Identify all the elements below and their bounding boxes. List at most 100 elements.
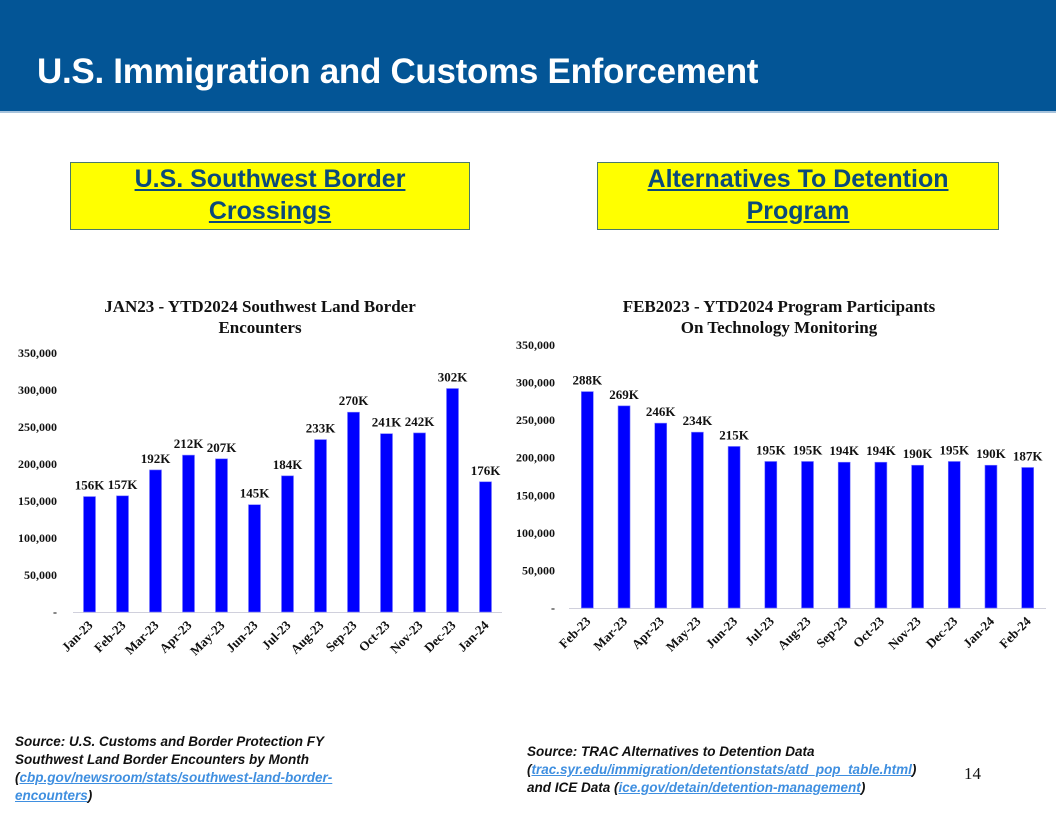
data-label: 215K xyxy=(719,427,750,442)
x-tick-label: Oct-23 xyxy=(355,617,393,655)
source-text: ) xyxy=(860,780,866,795)
data-label: 184K xyxy=(273,457,304,472)
y-tick-label: 150,000 xyxy=(516,488,555,502)
source-text: and ICE Data ( xyxy=(527,780,619,795)
bar[interactable] xyxy=(874,461,888,609)
source-text: ) xyxy=(911,762,917,777)
bar[interactable] xyxy=(413,432,426,613)
bar[interactable] xyxy=(380,433,393,613)
data-label: 190K xyxy=(976,446,1007,461)
data-label: 192K xyxy=(141,451,172,466)
data-label: 288K xyxy=(573,373,604,388)
x-tick-label: Oct-23 xyxy=(850,613,888,651)
data-label: 194K xyxy=(866,443,897,458)
data-label: 157K xyxy=(108,477,139,492)
source-link-ice[interactable]: ice.gov/detain/detention-management xyxy=(618,780,861,795)
bar[interactable] xyxy=(215,458,228,613)
bar[interactable] xyxy=(764,461,778,609)
callout-line: Crossings xyxy=(208,197,332,225)
data-label: 241K xyxy=(372,415,403,430)
bar[interactable] xyxy=(654,422,668,609)
bar[interactable] xyxy=(617,405,631,609)
y-tick-label: 300,000 xyxy=(18,383,57,397)
bar[interactable] xyxy=(347,411,360,613)
chart-title: Encounters xyxy=(218,318,302,337)
y-tick-label: 200,000 xyxy=(516,451,555,465)
x-tick-label: Mar-23 xyxy=(122,617,162,657)
bar[interactable] xyxy=(1021,467,1034,609)
data-label: 195K xyxy=(939,442,970,457)
callout-southwest-border[interactable]: U.S. Southwest Border Crossings xyxy=(70,162,470,230)
data-label: 190K xyxy=(903,446,934,461)
bar[interactable] xyxy=(479,481,492,613)
y-tick-label: - xyxy=(53,605,57,619)
data-label: 270K xyxy=(339,393,370,408)
data-label: 156K xyxy=(75,478,106,493)
y-tick-label: 200,000 xyxy=(18,457,57,471)
chart-title: On Technology Monitoring xyxy=(681,318,878,337)
bar[interactable] xyxy=(911,464,924,609)
chart-title: JAN23 - YTD2024 Southwest Land Border xyxy=(104,297,416,316)
x-tick-label: May-23 xyxy=(663,613,704,654)
source-text: Source: U.S. Customs and Border Protecti… xyxy=(15,734,324,785)
data-label: 145K xyxy=(240,486,271,501)
x-tick-label: Jun-23 xyxy=(703,613,741,651)
x-tick-label: Jul-23 xyxy=(742,613,777,648)
data-label: 194K xyxy=(829,443,860,458)
bar[interactable] xyxy=(281,475,294,613)
page-title: U.S. Immigration and Customs Enforcement xyxy=(37,52,759,91)
data-label: 187K xyxy=(1013,448,1044,463)
bar[interactable] xyxy=(581,391,594,609)
source-text: ( xyxy=(527,762,532,777)
data-label: 233K xyxy=(306,421,337,436)
x-tick-label: Dec-23 xyxy=(421,617,459,655)
bar[interactable] xyxy=(801,461,814,609)
bar[interactable] xyxy=(984,464,998,609)
x-tick-label: Nov-23 xyxy=(885,613,924,652)
x-tick-label: Feb-23 xyxy=(556,613,594,651)
bar[interactable] xyxy=(314,439,327,613)
x-tick-label: May-23 xyxy=(187,617,228,658)
callout-line: Program xyxy=(746,197,850,225)
x-tick-label: Sep-23 xyxy=(813,613,851,651)
bar[interactable] xyxy=(691,431,704,609)
bar[interactable] xyxy=(116,495,129,613)
y-tick-label: 150,000 xyxy=(18,494,57,508)
y-tick-label: 350,000 xyxy=(18,346,57,360)
x-tick-label: Mar-23 xyxy=(590,613,630,653)
data-label: 246K xyxy=(646,404,677,419)
bar[interactable] xyxy=(446,388,459,613)
y-tick-label: 250,000 xyxy=(18,420,57,434)
x-tick-label: Dec-23 xyxy=(923,613,961,651)
bar[interactable] xyxy=(947,461,961,609)
source-note-left: Source: U.S. Customs and Border Protecti… xyxy=(15,733,375,805)
x-tick-label: Jan-24 xyxy=(960,613,998,651)
x-tick-label: Jan-24 xyxy=(454,617,492,655)
callout-line: Alternatives To Detention xyxy=(647,165,949,193)
data-label: 176K xyxy=(471,463,502,478)
bar[interactable] xyxy=(83,496,96,613)
y-tick-label: 300,000 xyxy=(516,376,555,390)
data-label: 195K xyxy=(793,442,824,457)
data-label: 195K xyxy=(756,442,787,457)
x-tick-label: Jun-23 xyxy=(223,617,261,655)
x-tick-label: Apr-23 xyxy=(628,613,667,652)
y-tick-label: 50,000 xyxy=(24,568,57,582)
source-text: ) xyxy=(87,788,93,803)
source-note-right: Source: TRAC Alternatives to Detention D… xyxy=(527,743,967,797)
y-tick-label: 50,000 xyxy=(522,563,555,577)
y-tick-label: 350,000 xyxy=(516,338,555,352)
source-link-cbp[interactable]: cbp.gov/newsroom/stats/southwest-land-bo… xyxy=(15,770,333,803)
bar[interactable] xyxy=(182,454,195,613)
data-label: 207K xyxy=(207,440,238,455)
y-tick-label: 100,000 xyxy=(18,531,57,545)
bar[interactable] xyxy=(149,469,162,613)
y-tick-label: - xyxy=(551,601,555,615)
bar[interactable] xyxy=(248,504,261,613)
x-tick-label: Nov-23 xyxy=(387,617,426,656)
callout-atd-program[interactable]: Alternatives To Detention Program xyxy=(597,162,999,230)
bar[interactable] xyxy=(727,446,741,609)
source-link-trac[interactable]: trac.syr.edu/immigration/detentionstats/… xyxy=(531,762,912,777)
data-label: 242K xyxy=(405,414,436,429)
bar[interactable] xyxy=(837,461,851,609)
